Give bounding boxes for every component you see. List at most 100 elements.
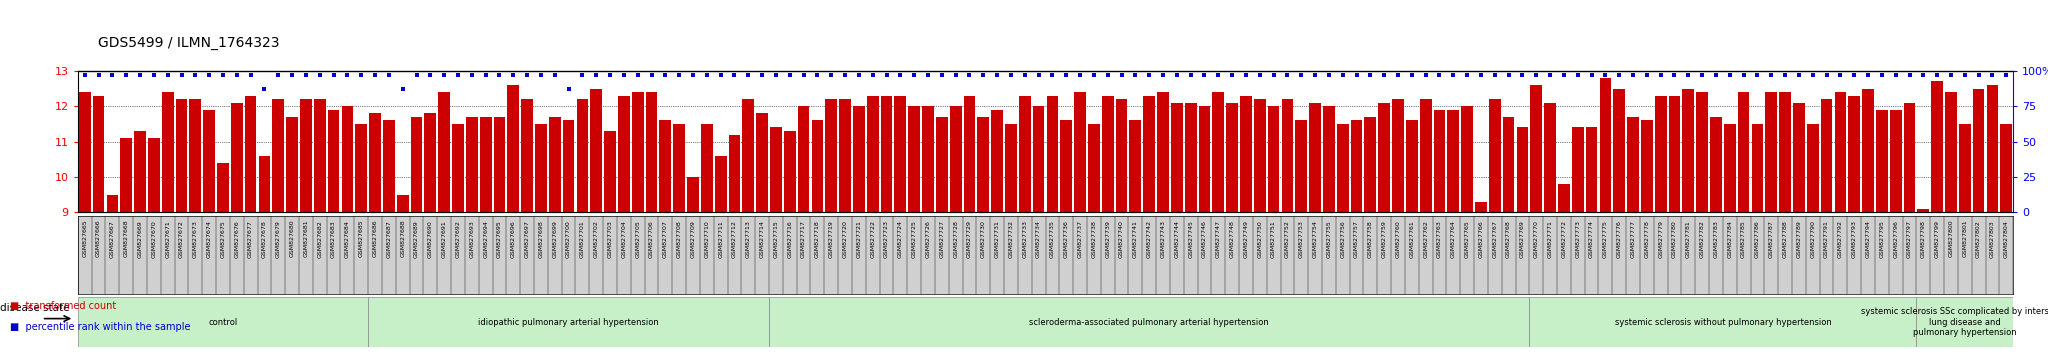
Point	[1147, 72, 1180, 78]
Bar	[1364, 117, 1376, 212]
Point	[483, 72, 516, 78]
Point	[608, 72, 641, 78]
Point	[414, 72, 446, 78]
Bar	[799, 106, 809, 212]
Bar	[1794, 103, 1804, 212]
Bar	[1102, 96, 1114, 212]
Text: GSM827757: GSM827757	[1354, 220, 1360, 258]
Point	[594, 72, 627, 78]
Point	[815, 72, 848, 78]
Bar	[1282, 99, 1292, 212]
Text: GSM827769: GSM827769	[1520, 220, 1526, 258]
Text: GSM827697: GSM827697	[524, 220, 530, 258]
Point	[1063, 72, 1096, 78]
Point	[1796, 72, 1829, 78]
Bar	[950, 106, 961, 212]
Text: GSM827803: GSM827803	[1991, 220, 1995, 258]
Point	[1837, 72, 1870, 78]
Text: GSM827786: GSM827786	[1755, 220, 1759, 258]
Bar	[1253, 99, 1266, 212]
Bar	[162, 92, 174, 212]
Point	[539, 72, 571, 78]
Text: GSM827696: GSM827696	[510, 220, 516, 258]
Point	[1217, 72, 1249, 78]
Text: GSM827700: GSM827700	[565, 220, 571, 258]
Bar	[674, 124, 684, 212]
Point	[1741, 72, 1774, 78]
Text: GSM827749: GSM827749	[1243, 220, 1249, 258]
Text: GSM827744: GSM827744	[1174, 220, 1180, 258]
Text: GSM827762: GSM827762	[1423, 220, 1427, 258]
Point	[1935, 72, 1968, 78]
Point	[1700, 72, 1733, 78]
Text: GSM827802: GSM827802	[1976, 220, 1980, 258]
Bar	[479, 117, 492, 212]
Text: GSM827772: GSM827772	[1561, 220, 1567, 258]
Bar	[92, 96, 104, 212]
Point	[995, 72, 1028, 78]
Bar	[1640, 120, 1653, 212]
Point	[317, 72, 350, 78]
Point	[1880, 72, 1913, 78]
Bar	[1186, 103, 1196, 212]
Point	[690, 72, 723, 78]
Text: idiopathic pulmonary arterial hypertension: idiopathic pulmonary arterial hypertensi…	[477, 318, 659, 327]
Point	[1036, 72, 1069, 78]
Text: GSM827752: GSM827752	[1284, 220, 1290, 258]
Text: GSM827765: GSM827765	[1464, 220, 1470, 258]
Bar	[1849, 96, 1860, 212]
Bar	[1780, 92, 1790, 212]
Point	[1229, 72, 1262, 78]
Text: GSM827766: GSM827766	[1479, 220, 1483, 258]
Point	[111, 72, 143, 78]
Text: GSM827725: GSM827725	[911, 220, 918, 258]
Bar	[1171, 103, 1182, 212]
Text: GSM827764: GSM827764	[1450, 220, 1456, 258]
Point	[1409, 72, 1442, 78]
Bar	[369, 113, 381, 212]
Text: GSM827668: GSM827668	[123, 220, 129, 257]
Text: GSM827684: GSM827684	[344, 220, 350, 258]
Text: GSM827692: GSM827692	[455, 220, 461, 258]
Text: GSM827756: GSM827756	[1339, 220, 1346, 258]
Bar	[743, 99, 754, 212]
Point	[635, 72, 668, 78]
Bar	[467, 117, 477, 212]
Text: GSM827698: GSM827698	[539, 220, 543, 258]
Text: GSM827747: GSM827747	[1217, 220, 1221, 258]
Bar	[1669, 96, 1679, 212]
Text: GSM827693: GSM827693	[469, 220, 475, 258]
Point	[1907, 72, 1939, 78]
Point	[233, 72, 266, 78]
Bar	[369, 297, 768, 347]
Point	[1051, 72, 1083, 78]
Point	[123, 72, 156, 78]
Bar	[1489, 99, 1501, 212]
Point	[262, 72, 295, 78]
Text: GSM827763: GSM827763	[1438, 220, 1442, 258]
Bar	[2001, 124, 2011, 212]
Text: GSM827800: GSM827800	[1948, 220, 1954, 257]
Bar	[328, 110, 340, 212]
Text: GSM827691: GSM827691	[442, 220, 446, 258]
Text: GSM827774: GSM827774	[1589, 220, 1593, 258]
Bar	[1573, 127, 1583, 212]
Point	[1298, 72, 1331, 78]
Text: GSM827760: GSM827760	[1395, 220, 1401, 258]
Text: GSM827724: GSM827724	[897, 220, 903, 258]
Point	[1202, 72, 1235, 78]
Point	[1948, 72, 1980, 78]
Bar	[1724, 124, 1735, 212]
Point	[952, 72, 985, 78]
Bar	[895, 96, 905, 212]
Text: GSM827768: GSM827768	[1505, 220, 1511, 258]
Point	[981, 72, 1014, 78]
Bar	[1917, 209, 1929, 212]
Point	[719, 72, 752, 78]
Bar	[563, 120, 573, 212]
Bar	[1710, 117, 1722, 212]
Bar	[1946, 92, 1956, 212]
Text: GSM827712: GSM827712	[731, 220, 737, 258]
Point	[1548, 72, 1581, 78]
Text: GSM827750: GSM827750	[1257, 220, 1262, 258]
